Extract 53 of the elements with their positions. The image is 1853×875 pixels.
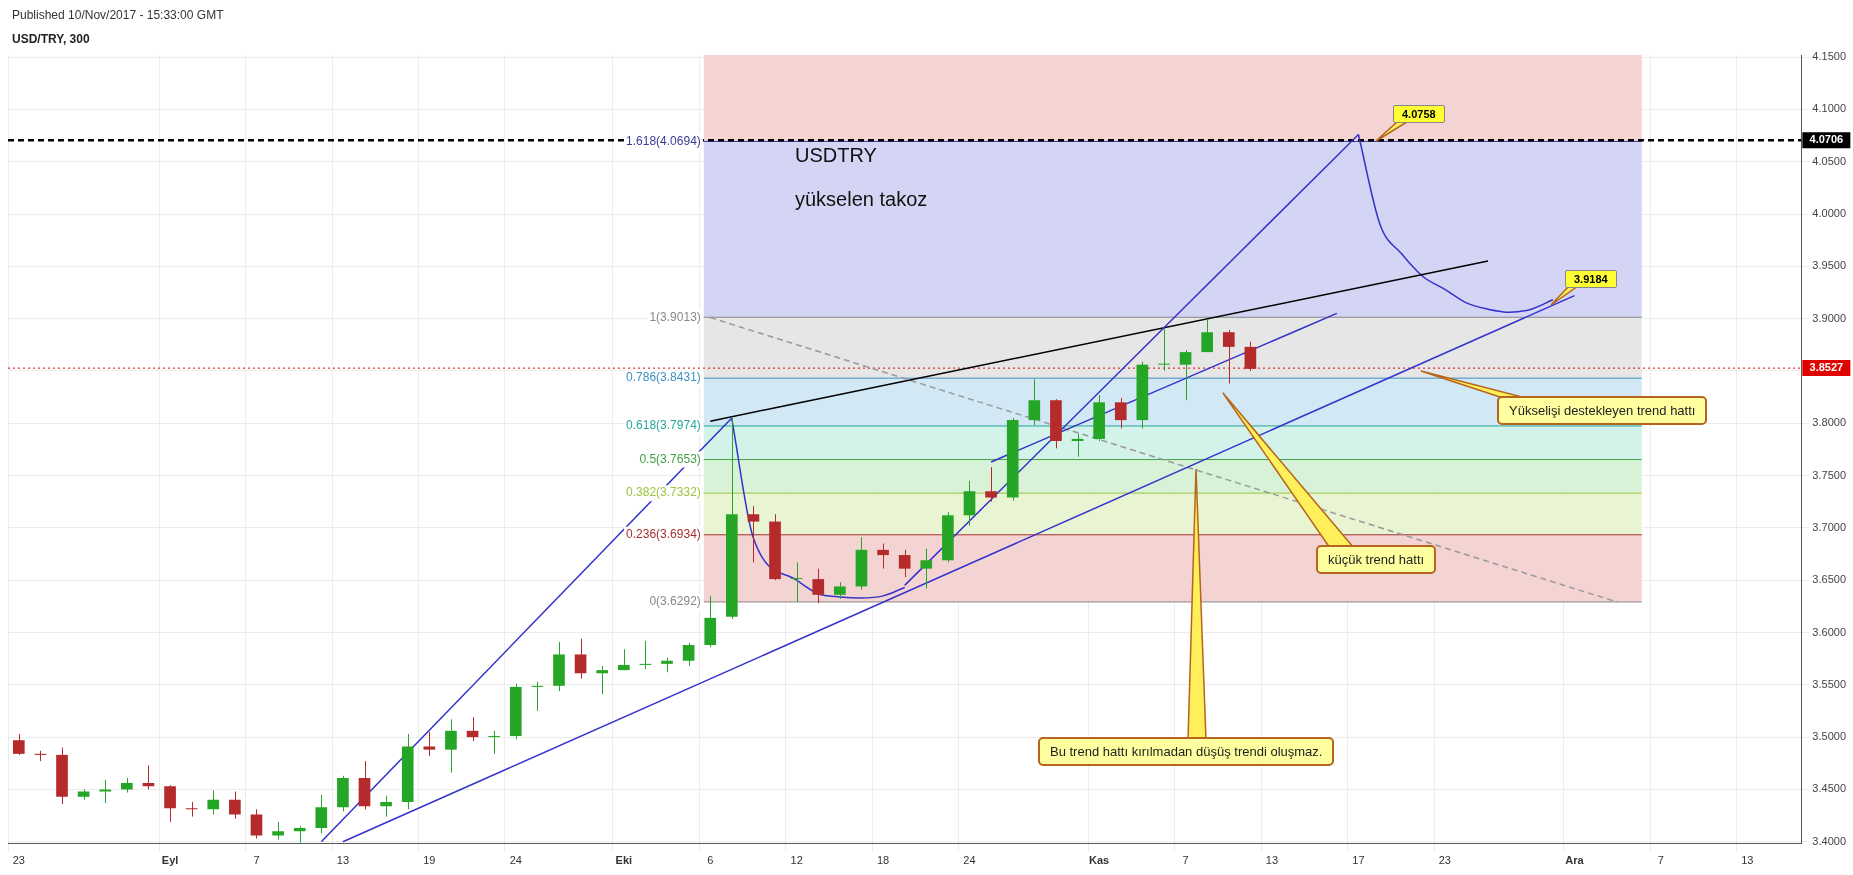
x-tick-label: 7 — [1182, 854, 1189, 867]
x-tick-label: 13 — [336, 854, 350, 867]
x-tick-label: 19 — [423, 854, 436, 867]
y-tick-label: 3.4500 — [1812, 782, 1847, 795]
annotation: USDTRY — [795, 144, 877, 167]
y-tick-label: 4.1500 — [1812, 50, 1847, 63]
ref-line-label: 0(3.6292) — [649, 594, 701, 609]
y-tick-label: 3.6500 — [1812, 573, 1847, 586]
y-tick-label: 3.7000 — [1812, 520, 1847, 533]
x-tick-label: Eki — [615, 854, 633, 867]
ref-line-label: 3.8527 — [1809, 361, 1844, 374]
y-tick-label: 3.9000 — [1812, 311, 1847, 324]
y-tick-label: 4.0500 — [1812, 154, 1847, 167]
x-tick-label: 23 — [12, 854, 25, 867]
ref-line-label: 1(3.9013) — [649, 309, 701, 324]
annotation: yükselen takoz — [795, 188, 928, 211]
y-tick-label: 3.9500 — [1812, 259, 1847, 272]
ref-line-label: 0.5(3.7653) — [639, 451, 701, 466]
x-tick-label: Eyl — [161, 854, 179, 867]
x-tick-label: 13 — [1265, 854, 1279, 867]
annotation: küçük trend hattı — [1316, 545, 1437, 574]
ref-line-label: 0.236(3.6934) — [626, 527, 701, 542]
y-tick-label: 3.5000 — [1812, 730, 1847, 743]
ref-line-label: 1.618(4.0694) — [626, 133, 701, 148]
annotation: 4.0758 — [1393, 105, 1445, 123]
annotation: Yükselişi destekleyen trend hattı — [1497, 396, 1708, 425]
x-tick-label: 7 — [253, 854, 260, 867]
x-tick-label: Ara — [1565, 854, 1585, 867]
x-tick-label: 17 — [1352, 854, 1365, 867]
y-tick-label: 3.6000 — [1812, 625, 1847, 638]
x-tick-label: 13 — [1741, 854, 1754, 867]
text: Published 10/Nov/2017 - 15:33:00 GMT — [12, 8, 224, 22]
y-tick-label: 3.7500 — [1812, 468, 1847, 481]
ref-line-label: 0.618(3.7974) — [626, 418, 701, 433]
y-tick-label: 4.0000 — [1812, 207, 1847, 220]
chart-title: USD/TRY, 300 — [12, 32, 90, 46]
annotation: 3.9184 — [1565, 270, 1617, 288]
ref-line-label: 0.786(3.8431) — [626, 370, 701, 385]
x-tick-label: 12 — [790, 854, 803, 867]
y-tick-label: 4.1000 — [1812, 102, 1847, 115]
x-tick-label: 6 — [707, 854, 714, 867]
y-tick-label: 3.8000 — [1812, 416, 1847, 429]
x-tick-label: 23 — [1438, 854, 1451, 867]
x-tick-label: 18 — [876, 854, 890, 867]
annotation: Bu trend hattı kırılmadan düşüş trendi oluşmaz. — [1038, 737, 1335, 766]
x-tick-label: 24 — [509, 854, 522, 867]
y-tick-label: 3.5500 — [1812, 677, 1847, 690]
x-tick-label: 7 — [1657, 854, 1664, 867]
y-tick-label: 3.4000 — [1812, 834, 1847, 847]
ref-line-label: 0.382(3.7332) — [626, 485, 701, 500]
x-tick-label: Kas — [1089, 854, 1110, 867]
ref-line-label: 4.0706 — [1809, 133, 1844, 146]
x-tick-label: 24 — [963, 854, 976, 867]
